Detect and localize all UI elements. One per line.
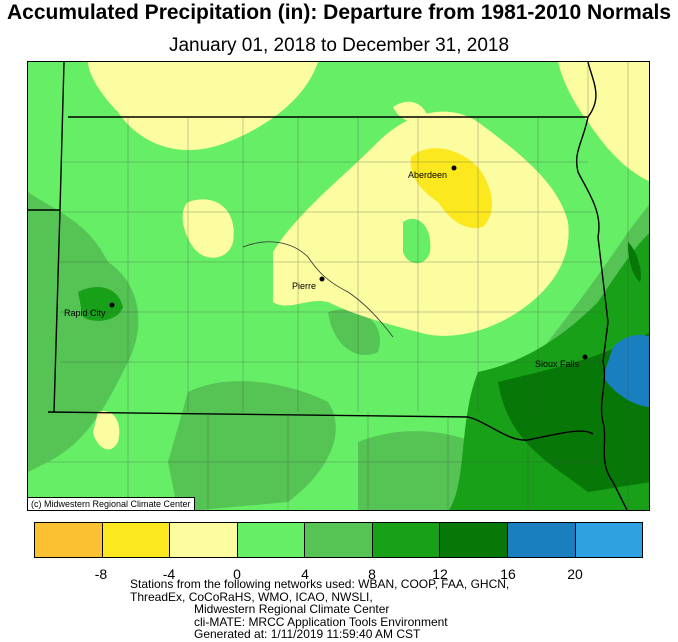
map-subtitle: January 01, 2018 to December 31, 2018 xyxy=(168,35,510,56)
legend-tick: 4 xyxy=(301,566,309,582)
footer-line: Stations from the following networks use… xyxy=(130,577,510,591)
legend-tick: 0 xyxy=(233,566,241,582)
footer-line: ThreadEx, CoCoRaHS, WMO, ICAO, NWSLI, xyxy=(130,589,373,604)
legend-tick: -4 xyxy=(162,566,176,582)
legend-swatch xyxy=(507,523,576,557)
legend-swatch xyxy=(372,523,441,557)
legend-tick: 16 xyxy=(500,566,516,582)
legend-tick: 20 xyxy=(567,566,583,582)
city-point-pierre xyxy=(319,276,325,282)
legend-tick: 12 xyxy=(432,566,448,582)
city-label-aberdeen: Aberdeen xyxy=(408,170,448,180)
footer-line: Midwestern Regional Climate Center xyxy=(194,602,390,617)
legend-swatch xyxy=(35,523,103,557)
legend-swatch xyxy=(237,523,306,557)
color-legend xyxy=(34,522,643,558)
city-label-sioux-falls: Sioux Falls xyxy=(535,359,580,369)
city-label-pierre: Pierre xyxy=(292,281,317,291)
legend-swatch xyxy=(170,523,238,557)
legend-tick: 8 xyxy=(368,566,376,582)
footer-line: Generated at: 1/11/2019 11:59:40 AM CST xyxy=(194,627,421,642)
footer-line: cli-MATE: MRCC Application Tools Environ… xyxy=(194,614,448,629)
city-point-sioux-falls xyxy=(582,354,588,360)
copyright-credit: (c) Midwestern Regional Climate Center xyxy=(27,497,195,511)
legend-tick: -8 xyxy=(94,566,108,582)
legend-swatch xyxy=(102,523,171,557)
city-label-rapid-city: Rapid City xyxy=(64,308,106,318)
legend-swatch xyxy=(575,523,643,557)
legend-swatch xyxy=(305,523,373,557)
city-point-aberdeen xyxy=(451,165,457,171)
legend-swatch xyxy=(440,523,508,557)
map-canvas xyxy=(28,62,649,510)
city-point-rapid-city xyxy=(109,302,115,308)
map-title: Accumulated Precipitation (in): Departur… xyxy=(6,1,672,24)
precipitation-map: Aberdeen Pierre Rapid City Sioux Falls xyxy=(27,61,650,511)
footer-notes: Stations from the following networks use… xyxy=(0,578,678,641)
